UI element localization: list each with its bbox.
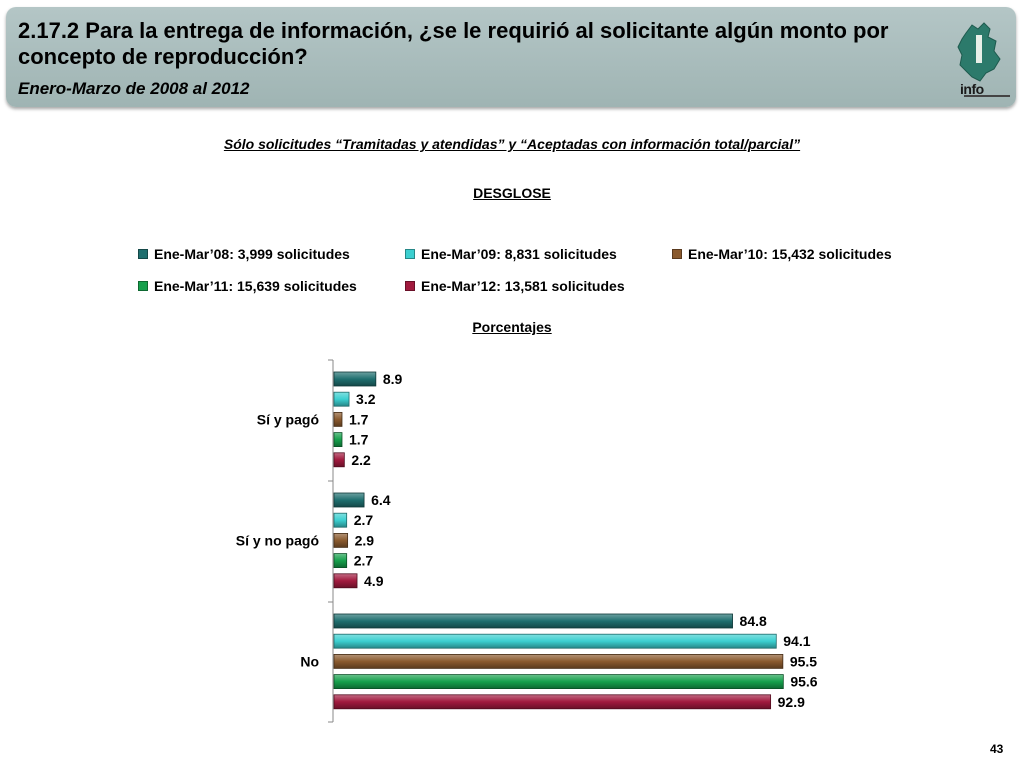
- breakdown-label: DESGLOSE: [473, 185, 551, 201]
- legend-swatch: [672, 249, 682, 259]
- bar: [333, 391, 350, 407]
- bar: [333, 452, 345, 468]
- legend-label: Ene-Mar’08: 3,999 solicitudes: [154, 246, 350, 262]
- data-label: 2.2: [351, 452, 371, 468]
- bar: [333, 613, 733, 629]
- data-label: 84.8: [740, 613, 767, 629]
- data-label: 3.2: [356, 391, 376, 407]
- slide-title: 2.17.2 Para la entrega de información, ¿…: [18, 18, 889, 69]
- data-label: 95.5: [790, 653, 817, 669]
- data-label: 1.7: [349, 432, 369, 448]
- data-label: 1.7: [349, 411, 369, 427]
- category-label: No: [300, 653, 319, 669]
- legend-item: Ene-Mar’10: 15,432 solicitudes: [672, 246, 892, 262]
- bar: [333, 674, 784, 689]
- bar: [333, 573, 358, 589]
- bar: [333, 533, 349, 548]
- data-label: 2.9: [355, 532, 375, 548]
- data-label: 2.7: [354, 512, 374, 528]
- data-label: 4.9: [364, 573, 384, 589]
- logo-wordmark: info: [960, 81, 984, 97]
- legend-item: Ene-Mar’08: 3,999 solicitudes: [138, 246, 350, 262]
- bar: [333, 411, 343, 427]
- bar: [333, 512, 348, 528]
- scope-note: Sólo solicitudes “Tramitadas y atendidas…: [223, 136, 801, 152]
- legend-swatch: [138, 281, 148, 291]
- info-df-logo-icon: [957, 22, 1010, 97]
- bar: [333, 432, 343, 448]
- legend-label: Ene-Mar’12: 13,581 solicitudes: [421, 278, 625, 294]
- legend-swatch: [138, 249, 148, 259]
- category-label: Sí y no pagó: [236, 532, 319, 548]
- data-label: 8.9: [383, 371, 403, 387]
- bar: [333, 694, 772, 710]
- page-number: 43: [990, 742, 1004, 756]
- bar: [333, 553, 348, 568]
- bar: [333, 633, 777, 649]
- category-label: Sí y pagó: [257, 411, 319, 427]
- data-label: 6.4: [371, 492, 391, 508]
- bar: [333, 371, 377, 387]
- data-label: 94.1: [783, 633, 810, 649]
- legend-label: Ene-Mar’10: 15,432 solicitudes: [688, 246, 892, 262]
- bar: [333, 492, 365, 508]
- header-banner: 2.17.2 Para la entrega de información, ¿…: [6, 7, 1016, 107]
- legend-swatch: [405, 249, 415, 259]
- units-label: Porcentajes: [472, 319, 552, 335]
- legend-label: Ene-Mar’11: 15,639 solicitudes: [154, 278, 357, 294]
- legend-swatch: [405, 281, 415, 291]
- data-label: 95.6: [790, 674, 817, 690]
- bar: [333, 654, 784, 669]
- legend-item: Ene-Mar’09: 8,831 solicitudes: [405, 246, 617, 262]
- legend-item: Ene-Mar’11: 15,639 solicitudes: [138, 278, 357, 294]
- data-label: 2.7: [354, 553, 374, 569]
- legend-label: Ene-Mar’09: 8,831 solicitudes: [421, 246, 617, 262]
- legend-item: Ene-Mar’12: 13,581 solicitudes: [405, 278, 625, 294]
- slide-subtitle: Enero-Marzo de 2008 al 2012: [18, 79, 250, 98]
- data-label: 92.9: [778, 694, 805, 710]
